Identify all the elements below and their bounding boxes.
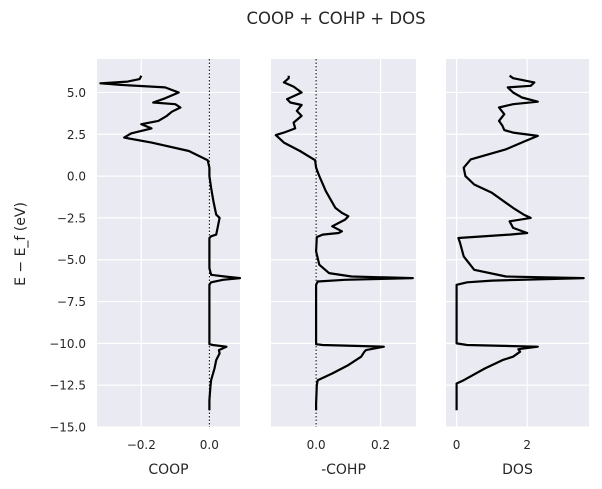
y-tick-label: 5.0: [67, 86, 86, 100]
y-tick-label: −12.5: [49, 379, 86, 393]
panel-dos: 0 2 DOS: [446, 59, 589, 478]
x-tick-label: 0.2: [371, 438, 390, 452]
y-axis-tick-labels: 5.0 2.5 0.0 −2.5 −5.0 −7.5 −10.0 −12.5 −15.0: [49, 86, 86, 435]
x-tick-label: 2: [523, 438, 531, 452]
panel-coop: −0.2 0.0 COOP: [97, 59, 242, 478]
y-tick-label: 2.5: [67, 128, 86, 142]
y-tick-label: −15.0: [49, 421, 86, 435]
dos-series-line: [455, 74, 585, 411]
x-tick-label: 0: [453, 438, 461, 452]
x-tick-label: −0.2: [127, 438, 156, 452]
x-tick-label: 0.0: [307, 438, 326, 452]
y-axis-label: E − E_f (eV): [13, 202, 29, 286]
coop-series-line: [99, 75, 242, 411]
y-tick-label: 0.0: [67, 170, 86, 184]
cohp-series-line: [274, 75, 414, 411]
y-tick-label: −2.5: [57, 211, 86, 225]
x-axis-label-cohp: -COHP: [321, 462, 366, 478]
plot-area-dos: [446, 59, 589, 427]
x-axis-label-coop: COOP: [148, 462, 188, 478]
y-tick-label: −5.0: [57, 253, 86, 267]
x-axis-label-dos: DOS: [502, 462, 533, 478]
y-tick-label: −7.5: [57, 295, 86, 309]
x-tick-label: 0.0: [200, 438, 219, 452]
plot-area-cohp: [271, 59, 416, 427]
y-tick-label: −10.0: [49, 337, 86, 351]
figure-title: COOP + COHP + DOS: [246, 9, 425, 28]
panel-cohp: 0.0 0.2 -COHP: [271, 59, 416, 478]
